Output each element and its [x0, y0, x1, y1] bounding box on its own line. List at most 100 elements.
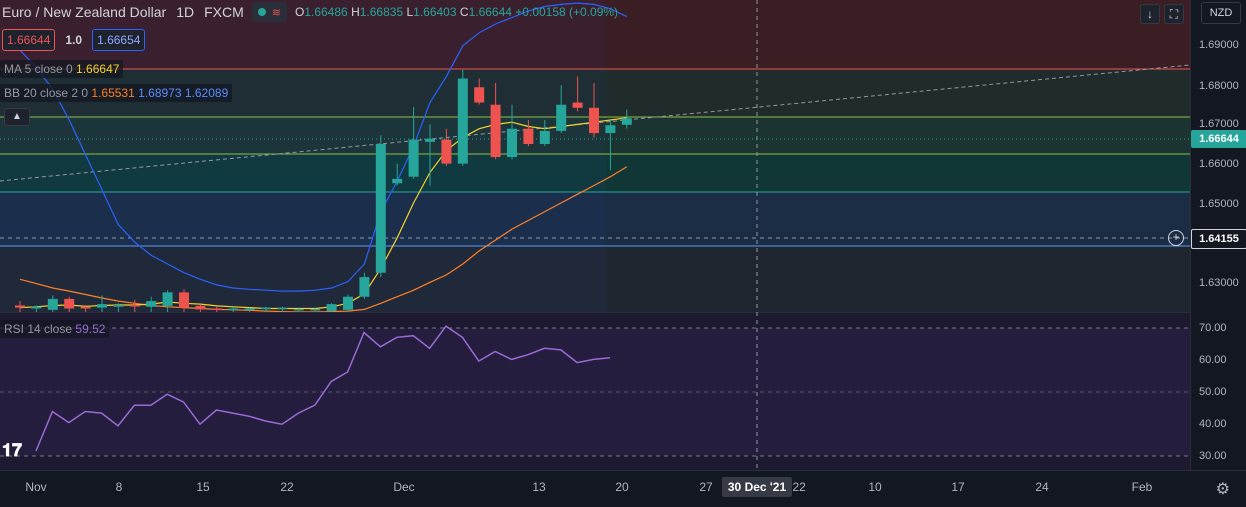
price-label: 1.63000	[1199, 277, 1239, 289]
candle-body	[408, 139, 419, 177]
quote-row: 1.66644 1.0 1.66654	[2, 29, 146, 51]
candle-body	[228, 308, 239, 311]
add-alert-icon[interactable]: +	[1168, 230, 1184, 246]
ma-legend[interactable]: MA 5 close 0 1.66647	[0, 60, 124, 78]
interval[interactable]: 1D	[176, 4, 195, 20]
time-label: '22	[790, 480, 806, 494]
candle	[425, 124, 435, 186]
candle-body	[162, 292, 173, 306]
zone-teal	[0, 154, 1190, 192]
candle	[162, 290, 173, 312]
candle-body	[15, 305, 25, 308]
candle-body	[47, 298, 58, 310]
candle	[621, 109, 632, 129]
rsi-axis-label: 60.00	[1199, 354, 1227, 366]
symbol-header: Euro / New Zealand Dollar 1D FXCM ≋ O1.6…	[0, 0, 618, 24]
bb-upper-line	[19, 2, 628, 292]
candle-body	[97, 304, 107, 308]
time-label: 10	[868, 480, 882, 494]
candle-body	[31, 306, 42, 309]
candle-body	[326, 304, 337, 312]
candle	[343, 294, 353, 312]
candle-body	[113, 305, 124, 307]
candle-body	[572, 102, 583, 108]
candle	[195, 304, 206, 312]
candle-body	[261, 307, 271, 310]
candle	[31, 305, 42, 312]
time-label: Dec	[393, 480, 415, 494]
time-label: 20	[615, 480, 629, 494]
candle-body	[64, 298, 75, 309]
rsi-axis-label: 30.00	[1199, 450, 1227, 462]
collapse-legend-button[interactable]: ▲	[4, 108, 30, 126]
candles	[15, 69, 632, 312]
candle	[605, 120, 616, 171]
candle-body	[293, 308, 304, 311]
candle-body	[507, 128, 517, 158]
candle-body	[146, 301, 157, 307]
candle	[507, 104, 517, 160]
wave-icon: ≋	[271, 6, 281, 19]
candle-body	[605, 125, 616, 134]
candle	[474, 78, 485, 105]
candle	[15, 301, 25, 312]
candle-body	[343, 296, 353, 310]
candle	[490, 82, 501, 160]
download-icon[interactable]: ↓	[1140, 4, 1160, 24]
price-label: 1.67000	[1199, 118, 1239, 130]
crosshair-price-tag: 1.64155	[1191, 229, 1246, 249]
bb-band-fill	[0, 0, 606, 312]
candle	[129, 299, 140, 312]
bb-legend[interactable]: BB 20 close 2 0 1.65531 1.68973 1.62089	[0, 84, 233, 102]
spread-value: 1.0	[65, 33, 83, 47]
time-label: 15	[196, 480, 210, 494]
candle-body	[490, 104, 501, 158]
candle	[539, 120, 550, 147]
fullscreen-icon[interactable]: ⛶	[1164, 4, 1184, 24]
candle	[375, 135, 386, 278]
candle	[572, 76, 583, 112]
candle-body	[179, 292, 189, 308]
candle	[80, 305, 91, 312]
time-axis[interactable]: Nov 8 15 22 Dec 13 20 27 '22 10 17 24 Fe…	[0, 470, 1246, 507]
buy-button[interactable]: 1.66654	[92, 29, 146, 51]
rsi-pane[interactable]	[0, 312, 1190, 470]
last-price-tag: 1.66644	[1191, 130, 1246, 148]
change-value: +0.00158 (+0.09%)	[515, 5, 619, 19]
price-axis[interactable]: NZD 1.69000 1.68000 1.67000 1.66000 1.65…	[1190, 0, 1246, 470]
market-status-pill[interactable]: ≋	[251, 2, 287, 22]
time-label: 8	[115, 480, 123, 494]
currency-select[interactable]: NZD	[1201, 2, 1241, 24]
time-label: 22	[280, 480, 294, 494]
candle	[441, 128, 452, 166]
candle	[392, 163, 403, 186]
time-label: 13	[532, 480, 546, 494]
candle	[64, 296, 75, 312]
candle	[408, 106, 419, 179]
candle	[113, 303, 124, 312]
price-label: 1.65000	[1199, 198, 1239, 210]
price-label: 1.69000	[1199, 39, 1239, 51]
time-label: Feb	[1131, 480, 1153, 494]
candle-body	[441, 139, 452, 164]
candle	[359, 272, 370, 299]
rsi-legend[interactable]: RSI 14 close 59.52	[0, 320, 110, 338]
candle-body	[425, 138, 435, 142]
time-label: 24	[1035, 480, 1049, 494]
candle	[326, 303, 337, 312]
price-label: 1.68000	[1199, 80, 1239, 92]
candle-body	[80, 306, 91, 309]
time-label: 27	[699, 480, 713, 494]
tradingview-logo-icon[interactable]: 𝟏𝟕	[2, 440, 23, 460]
candle	[97, 295, 107, 312]
sell-button[interactable]: 1.66644	[2, 29, 56, 51]
time-label: Nov	[25, 480, 47, 494]
settings-gear-icon[interactable]: ⚙	[1215, 481, 1230, 498]
candle-body	[589, 107, 599, 134]
price-chart[interactable]	[0, 0, 1190, 312]
candle	[556, 85, 567, 134]
candle-body	[310, 308, 321, 311]
market-open-icon	[257, 8, 266, 16]
ma-line	[19, 117, 627, 310]
symbol-name[interactable]: Euro / New Zealand Dollar	[2, 4, 167, 20]
